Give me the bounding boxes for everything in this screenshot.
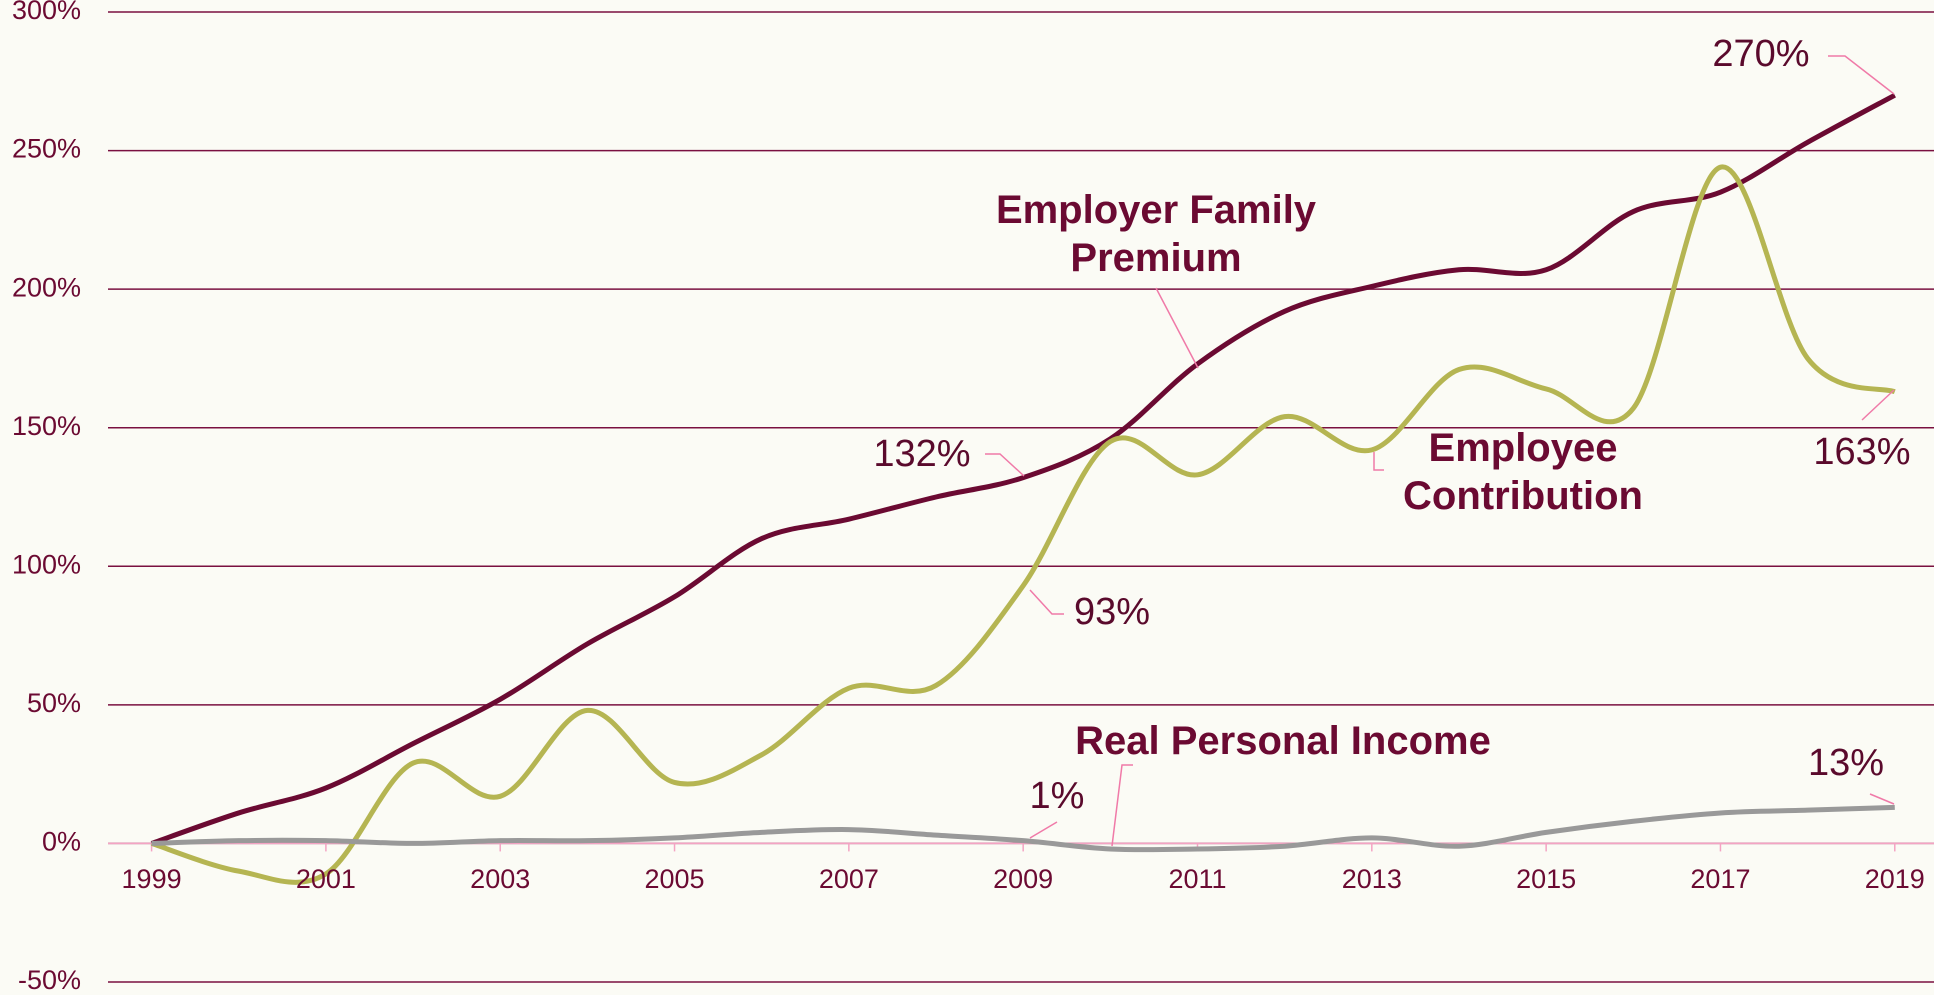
x-tick-label: 2017 [1690, 864, 1750, 894]
leader-line [1373, 452, 1384, 471]
series-line [151, 804, 1895, 853]
lines [150, 92, 1896, 885]
x-tick-label: 2009 [993, 864, 1053, 894]
data-label: 270% [1712, 33, 1809, 75]
series-label: Employee Contribution [1403, 426, 1643, 518]
leader-lines [985, 55, 1895, 847]
leader-line [1155, 287, 1199, 369]
series-label: Real Personal Income [1075, 719, 1491, 763]
leader-line [1029, 821, 1058, 839]
x-tick-label: 2001 [296, 864, 356, 894]
data-label: 1% [1030, 775, 1085, 817]
x-tick-label: 2015 [1516, 864, 1576, 894]
leader-line [1869, 793, 1895, 805]
x-tick-label: 2019 [1865, 864, 1925, 894]
y-tick-label: 300% [12, 0, 81, 25]
x-tick-label: 2005 [645, 864, 705, 894]
leader-line [985, 453, 1025, 477]
series-line [150, 92, 1896, 846]
leader-line [1828, 55, 1895, 95]
x-tick-label: 2007 [819, 864, 879, 894]
y-tick-label: -50% [18, 965, 81, 995]
y-tick-label: 250% [12, 134, 81, 164]
series-line [150, 164, 1896, 885]
leader-line [1029, 589, 1064, 615]
y-tick-label: 150% [12, 411, 81, 441]
series-label: Employer Family Premium [995, 188, 1317, 280]
y-tick-label: 50% [27, 688, 81, 718]
x-tick-label: 2003 [470, 864, 530, 894]
data-label: 132% [873, 433, 970, 475]
y-tick-label: 200% [12, 272, 81, 302]
leader-line [1111, 764, 1133, 847]
data-label: 163% [1813, 431, 1910, 473]
x-tick-label: 2011 [1168, 864, 1226, 894]
x-tick-label: 1999 [122, 864, 182, 894]
leader-line [1861, 389, 1895, 421]
y-tick-label: 0% [42, 827, 81, 857]
y-tick-label: 100% [12, 549, 81, 579]
data-label: 13% [1808, 742, 1884, 784]
x-tick-label: 2013 [1342, 864, 1402, 894]
data-label: 93% [1074, 591, 1150, 633]
